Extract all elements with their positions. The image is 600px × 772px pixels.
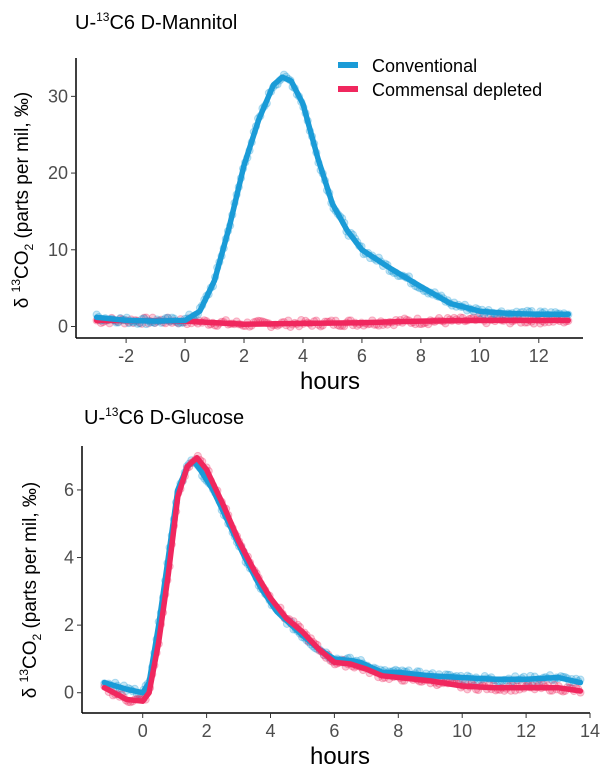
x-tick-label: 14 — [580, 721, 600, 741]
x-tick-label: 6 — [329, 721, 339, 741]
panel-title: U-13C6 D-Glucose — [84, 405, 244, 429]
x-tick-label: 10 — [452, 721, 472, 741]
x-tick-label: 12 — [516, 721, 536, 741]
y-tick-label: 2 — [64, 615, 74, 635]
y-tick-label: 10 — [48, 240, 68, 260]
panel-glucose: U-13C6 D-Glucose δ 13CO2 (parts per mil,… — [17, 405, 600, 770]
series-line-commensal-depleted — [93, 317, 572, 327]
x-tick-label: 8 — [416, 346, 426, 366]
x-axis-label: hours — [310, 743, 370, 767]
x-tick-label: 4 — [298, 346, 308, 366]
x-tick-label: 6 — [357, 346, 367, 366]
legend-swatch-conventional — [338, 62, 358, 68]
x-tick-label: 4 — [265, 721, 275, 741]
y-axis-label: δ 13CO2 (parts per mil, ‰) — [9, 92, 36, 308]
x-tick-label: 12 — [529, 346, 549, 366]
x-tick-label: 10 — [470, 346, 490, 366]
series-line-commensal-depleted — [101, 455, 584, 704]
series-line-conventional — [93, 74, 572, 324]
x-tick-label: 2 — [239, 346, 249, 366]
x-tick-label: 0 — [180, 346, 190, 366]
y-tick-label: 4 — [64, 548, 74, 568]
y-tick-label: 20 — [48, 163, 68, 183]
y-tick-label: 6 — [64, 480, 74, 500]
y-axis-label: δ 13CO2 (parts per mil, ‰) — [17, 482, 44, 698]
x-tick-label: -2 — [118, 346, 134, 366]
panel-title: U-13C6 D-Mannitol — [75, 10, 237, 34]
x-tick-label: 8 — [393, 721, 403, 741]
x-axis-label: hours — [300, 368, 360, 395]
x-tick-label: 0 — [138, 721, 148, 741]
y-tick-label: 0 — [64, 683, 74, 703]
y-tick-label: 0 — [58, 316, 68, 336]
panel-mannitol: U-13C6 D-Mannitol δ 13CO2 (parts per mil… — [9, 10, 583, 395]
legend-swatch-commensal-depleted — [338, 86, 358, 92]
x-tick-label: 2 — [202, 721, 212, 741]
legend-label-commensal-depleted: Commensal depleted — [372, 80, 542, 100]
legend: Conventional Commensal depleted — [338, 56, 542, 100]
y-tick-label: 30 — [48, 86, 68, 106]
legend-label-conventional: Conventional — [372, 56, 477, 76]
